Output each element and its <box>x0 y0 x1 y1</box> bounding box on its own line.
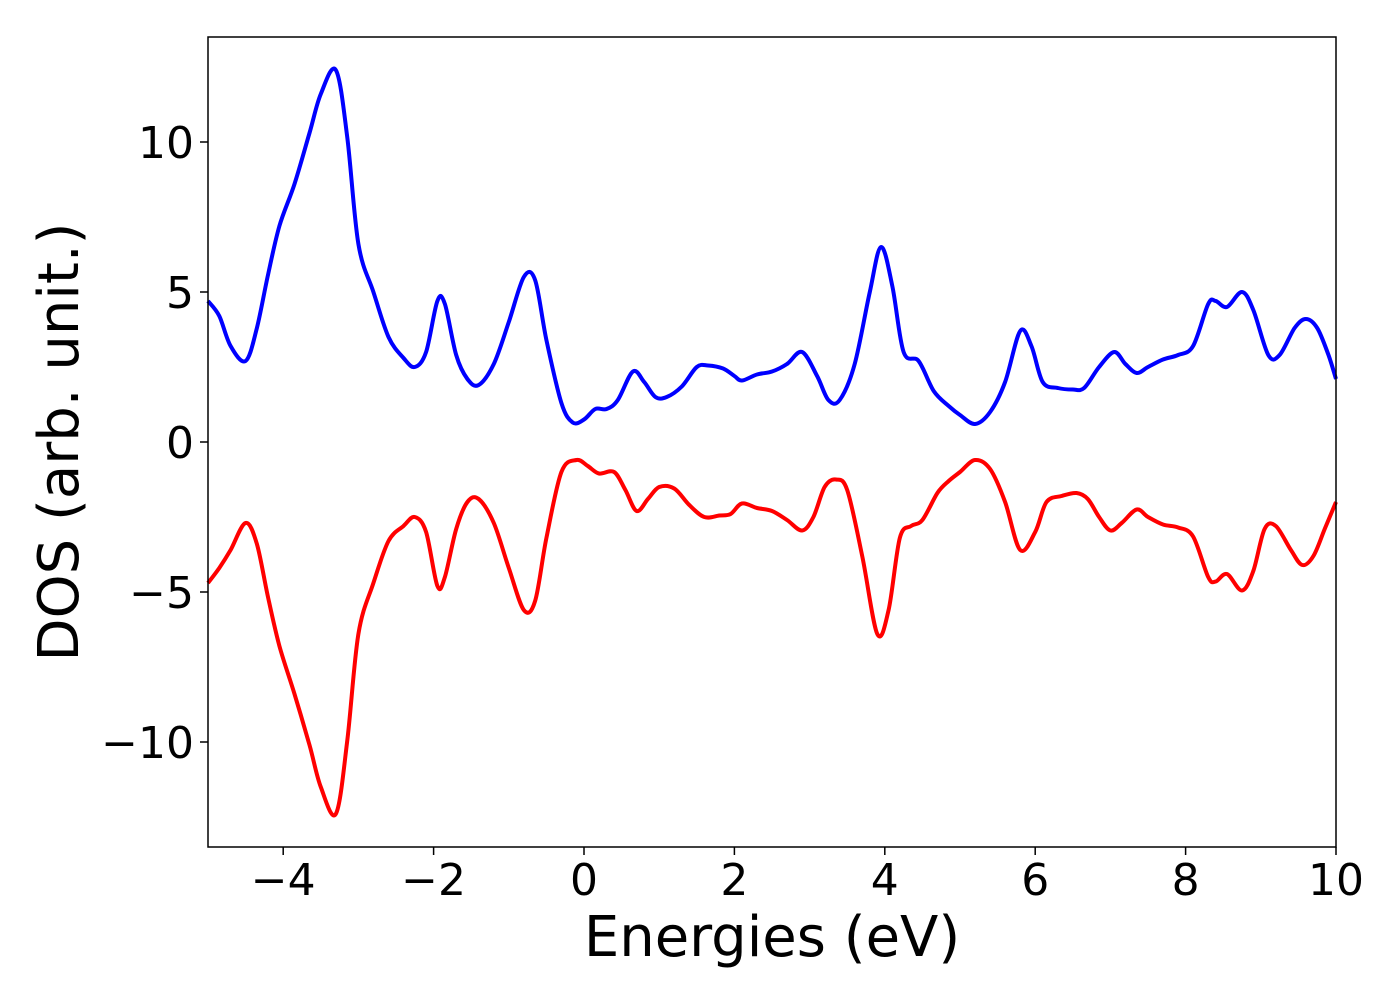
y-axis-label: DOS (arb. unit.) <box>27 222 92 661</box>
y-tick-label: −5 <box>129 568 194 619</box>
ticks-layer: −4 −2 0 2 4 6 8 10 −10 −5 0 5 10 <box>101 118 1364 906</box>
x-axis-label: Energies (eV) <box>584 905 960 970</box>
dos-spin-down-line <box>206 457 1338 818</box>
dos-spin-up-line <box>206 66 1338 426</box>
y-tick-label: 10 <box>138 118 194 169</box>
x-tick-label: −2 <box>401 855 466 906</box>
x-tick-label: 0 <box>570 855 598 906</box>
x-tick-label: 8 <box>1172 855 1200 906</box>
y-tick-label: −10 <box>101 718 194 769</box>
plot-background <box>208 37 1336 847</box>
series-layer <box>206 66 1338 818</box>
x-tick-label: 2 <box>720 855 748 906</box>
y-tick-label: 5 <box>166 268 194 319</box>
x-tick-label: 4 <box>871 855 899 906</box>
x-tick-label: 10 <box>1308 855 1364 906</box>
x-tick-label: −4 <box>251 855 316 906</box>
x-tick-label: 6 <box>1021 855 1049 906</box>
y-tick-label: 0 <box>166 418 194 469</box>
